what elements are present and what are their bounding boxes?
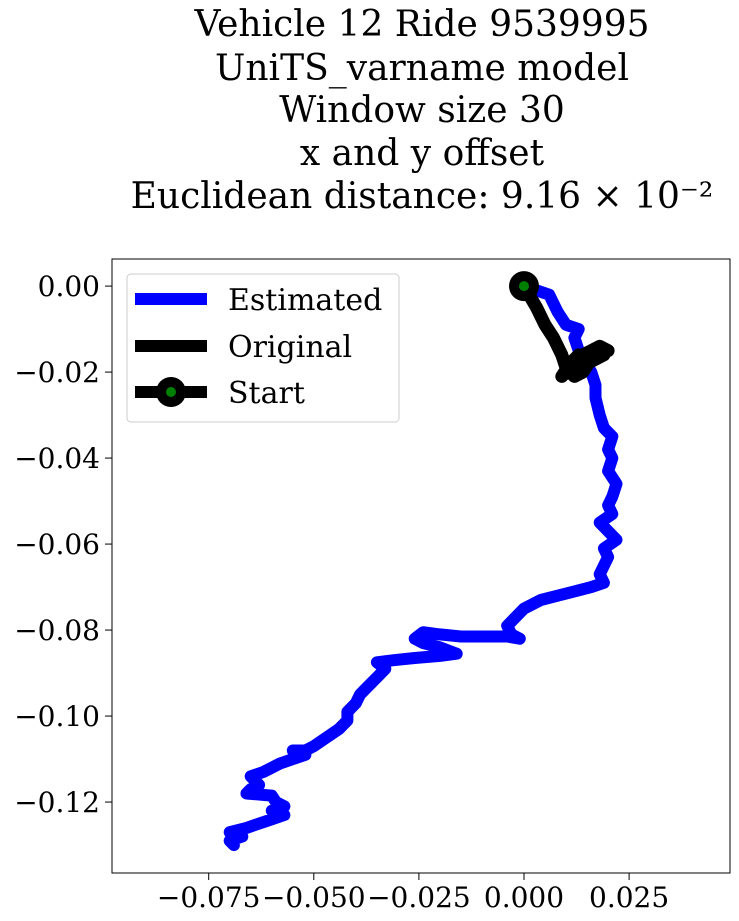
legend-start-marker-center <box>166 387 176 397</box>
x-tick-label: −0.075 <box>157 881 261 914</box>
y-tick-label: −0.02 <box>14 356 100 389</box>
x-tick-label: −0.025 <box>367 881 471 914</box>
title-line: x and y offset <box>300 133 545 174</box>
y-tick-label: −0.10 <box>14 700 100 733</box>
y-tick-label: −0.06 <box>14 528 100 561</box>
legend-label: Start <box>228 376 305 411</box>
y-tick-label: −0.08 <box>14 614 100 647</box>
series-line-original <box>517 279 615 383</box>
title-line: Euclidean distance: 9.16 × 10⁻² <box>131 176 714 217</box>
x-axis: −0.075 −0.050 −0.025 0.000 0.025 <box>157 873 669 914</box>
start-marker-center <box>519 281 529 292</box>
x-tick-label: 0.000 <box>484 881 564 914</box>
x-tick-label: 0.025 <box>589 881 669 914</box>
legend: Estimated Original Start <box>126 273 400 423</box>
y-tick-label: −0.04 <box>14 442 100 475</box>
title-line: Vehicle 12 Ride 9539995 <box>193 4 649 45</box>
series-layer <box>223 279 623 852</box>
y-axis: 0.00 −0.02 −0.04 −0.06 −0.08 −0.10 −0.12 <box>14 270 112 819</box>
y-tick-label: 0.00 <box>38 270 100 303</box>
legend-box <box>126 273 400 423</box>
legend-label: Original <box>228 330 352 365</box>
title-line: Window size 30 <box>279 90 565 131</box>
y-tick-label: −0.12 <box>14 786 100 819</box>
series-line-estimated <box>223 280 623 852</box>
start-marker-layer <box>509 271 539 302</box>
plot-area-frame <box>111 258 731 874</box>
x-tick-label: −0.050 <box>262 881 366 914</box>
title-line: UniTS_varname model <box>215 48 629 89</box>
legend-label: Estimated <box>228 283 382 318</box>
